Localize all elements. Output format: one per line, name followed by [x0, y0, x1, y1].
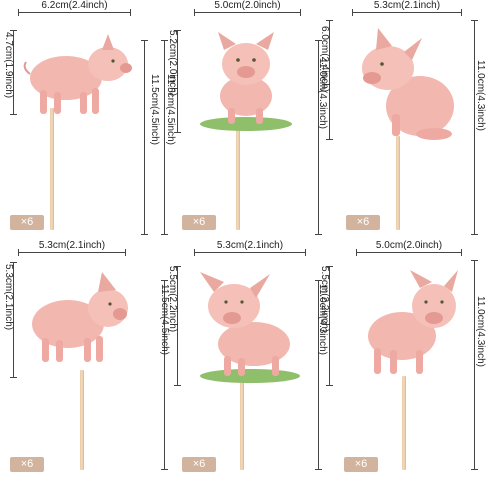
- height-dimension-line: [10, 262, 17, 378]
- width-label: 5.3cm(2.1inch): [216, 240, 284, 251]
- height-dimension-line: [174, 266, 181, 386]
- topper-stick: [50, 108, 54, 230]
- total-length-line-right: [471, 260, 478, 470]
- total-length-line-right: [471, 20, 478, 235]
- topper-cell-1: 6.2cm(2.4inch) 4.7cm(1.9inch) 11.5cm(4.5…: [0, 0, 162, 239]
- topper-stick: [236, 125, 240, 230]
- total-length-line: [315, 280, 322, 470]
- width-label: 6.2cm(2.4inch): [41, 0, 108, 11]
- topper-cell-4: 5.3cm(2.1inch) 5.3cm(2.1inch) ×6: [0, 240, 162, 479]
- height-dimension-line: [326, 20, 333, 140]
- total-length-label: 11.5cm(4.5inch): [165, 74, 176, 145]
- height-label: 5.3cm(2.1inch): [3, 264, 14, 331]
- total-length-label: 11.0cm(4.3inch): [317, 58, 328, 129]
- width-label: 5.3cm(2.1inch): [38, 240, 106, 251]
- quantity-badge: ×6: [344, 457, 378, 472]
- total-length-label: 11.0cm(4.3inch): [317, 284, 328, 355]
- width-label: 5.3cm(2.1inch): [373, 0, 441, 11]
- pig-illustration-icon: [362, 28, 454, 140]
- width-dimension-line: [194, 9, 301, 16]
- topper-cell-5: 5.3cm(2.1inch) 5.5cm(2.2inch) 11.5cm(4.5…: [159, 240, 324, 479]
- topper-stick: [240, 380, 244, 470]
- width-dimension-line: [18, 249, 126, 256]
- width-label: 5.0cm(2.0inch): [214, 0, 281, 11]
- total-length-label-right: 11.0cm(4.3inch): [475, 60, 486, 131]
- topper-stick: [402, 376, 406, 470]
- total-length-label: 11.5cm(4.5inch): [149, 74, 160, 145]
- total-length-line: [141, 40, 148, 235]
- total-length-label-right: 11.0cm(4.3inch): [475, 296, 486, 367]
- total-length-line: [161, 280, 168, 470]
- height-dimension-line: [10, 30, 17, 115]
- quantity-badge: ×6: [182, 215, 216, 230]
- pig-illustration-icon: [368, 270, 458, 374]
- height-dimension-line: [174, 30, 181, 133]
- width-dimension-line: [356, 249, 462, 256]
- topper-cell-2: 5.0cm(2.0inch) 5.2cm(2.0inch) 11.5cm(4.5…: [161, 0, 324, 239]
- width-dimension-line: [352, 9, 462, 16]
- topper-stick: [80, 370, 84, 470]
- total-length-line: [315, 40, 322, 235]
- pig-illustration-icon: [32, 272, 128, 362]
- quantity-badge: ×6: [10, 457, 44, 472]
- pig-illustration-icon: [23, 34, 132, 114]
- width-dimension-line: [194, 249, 306, 256]
- width-label: 5.0cm(2.0inch): [375, 240, 443, 251]
- quantity-badge: ×6: [10, 215, 44, 230]
- quantity-badge: ×6: [346, 215, 380, 230]
- pig-illustration-icon: [200, 32, 292, 131]
- quantity-badge: ×6: [182, 457, 216, 472]
- total-length-label: 11.5cm(4.5inch): [159, 284, 170, 355]
- topper-cell-3: 5.3cm(2.1inch) 6.0cm(2.4inch) 11.0cm(4.3…: [315, 0, 486, 239]
- height-label: 4.7cm(1.9inch): [3, 32, 14, 99]
- topper-cell-6: 5.0cm(2.0inch) 5.5cm(2.2inch) 11.0cm(4.3…: [315, 240, 486, 479]
- height-dimension-line: [326, 266, 333, 386]
- total-length-line: [161, 40, 168, 235]
- topper-stick: [396, 136, 400, 230]
- width-dimension-line: [18, 9, 131, 16]
- pig-illustration-icon: [200, 272, 300, 383]
